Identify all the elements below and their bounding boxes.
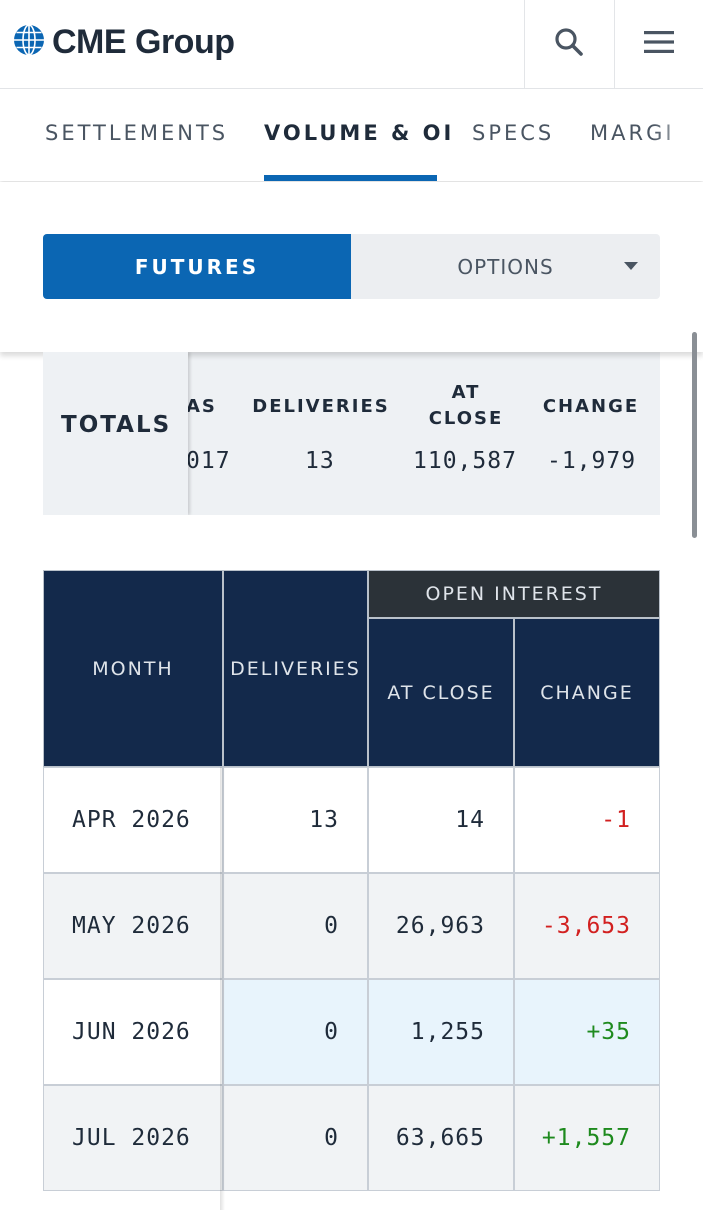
volume-oi-table: MONTH DELIVERIES OPEN INTEREST AT CLOSE … [43, 570, 660, 1210]
frozen-column-shadow [220, 767, 225, 1210]
options-dropdown[interactable]: OPTIONS [351, 234, 660, 299]
table-row: JUL 2026 0 63,665 +1,557 [43, 1085, 660, 1191]
month-cell: JUL 2026 [43, 1085, 223, 1191]
totals-at-close: 110,587 [413, 448, 517, 474]
column-header-month[interactable]: MONTH [43, 570, 223, 767]
at-close-cell: 26,963 [368, 873, 514, 979]
change-cell: -1 [514, 767, 660, 873]
change-cell: +35 [514, 979, 660, 1085]
tab-settlements[interactable]: SETTLEMENTS [45, 89, 228, 181]
filter-panel: FUTURES OPTIONS [0, 182, 703, 352]
at-close-cell: 63,665 [368, 1085, 514, 1191]
tab-label: SPECS [472, 121, 555, 145]
active-tab-indicator [264, 175, 437, 181]
deliveries-cell: 0 [223, 979, 368, 1085]
totals-change: -1,979 [547, 448, 637, 474]
search-button[interactable] [524, 0, 613, 88]
deliveries-cell: 13 [223, 767, 368, 873]
options-label: OPTIONS [457, 254, 554, 279]
deliveries-cell: 0 [223, 1085, 368, 1191]
page-scrollbar[interactable] [692, 332, 697, 538]
hamburger-menu-icon [643, 29, 675, 59]
deliveries-cell: 0 [223, 873, 368, 979]
tab-label: VOLUME & OI [264, 121, 455, 145]
product-tabs: SETTLEMENTS VOLUME & OI SPECS MARGI [0, 89, 703, 181]
totals-summary: TOTALS AS DELIVERIES AT CLOSE CHANGE 017 … [43, 352, 660, 515]
totals-label-cell: TOTALS [43, 352, 188, 515]
at-close-cell: 1,255 [368, 979, 514, 1085]
totals-header-deliveries: DELIVERIES [252, 396, 390, 417]
totals-label: TOTALS [61, 412, 172, 438]
totals-volume-partial: 017 [186, 448, 231, 474]
table-row: MAY 2026 0 26,963 -3,653 [43, 873, 660, 979]
at-close-cell: 14 [368, 767, 514, 873]
change-cell: -3,653 [514, 873, 660, 979]
site-header: CME Group [0, 0, 703, 89]
tab-volume-oi[interactable]: VOLUME & OI [264, 89, 454, 181]
brand-name: CME Group [52, 22, 235, 61]
tab-label: SETTLEMENTS [45, 121, 229, 145]
product-type-toggle: FUTURES OPTIONS [43, 234, 660, 299]
chevron-down-icon [624, 262, 638, 270]
month-cell: APR 2026 [43, 767, 223, 873]
futures-button[interactable]: FUTURES [43, 234, 351, 299]
futures-label: FUTURES [134, 254, 260, 279]
column-header-at-close[interactable]: AT CLOSE [368, 618, 514, 767]
menu-button[interactable] [614, 0, 703, 88]
change-cell: +1,557 [514, 1085, 660, 1191]
tab-overflow-fade [653, 89, 703, 181]
table-row: APR 2026 13 14 -1 [43, 767, 660, 873]
totals-deliveries: 13 [305, 448, 335, 474]
cme-logo[interactable]: CME Group [12, 20, 235, 64]
column-group-open-interest: OPEN INTEREST [368, 570, 660, 618]
search-icon [554, 27, 584, 61]
tab-specs[interactable]: SPECS [472, 89, 554, 181]
month-cell: JUN 2026 [43, 979, 223, 1085]
month-cell: MAY 2026 [43, 873, 223, 979]
totals-header-volume-partial: AS [186, 396, 217, 417]
column-header-deliveries[interactable]: DELIVERIES [223, 570, 368, 767]
totals-header-at-close: AT CLOSE [428, 382, 504, 429]
totals-header-change: CHANGE [542, 396, 640, 417]
column-header-change[interactable]: CHANGE [514, 618, 660, 767]
table-row-highlighted: JUN 2026 0 1,255 +35 [43, 979, 660, 1085]
globe-icon [12, 23, 46, 61]
